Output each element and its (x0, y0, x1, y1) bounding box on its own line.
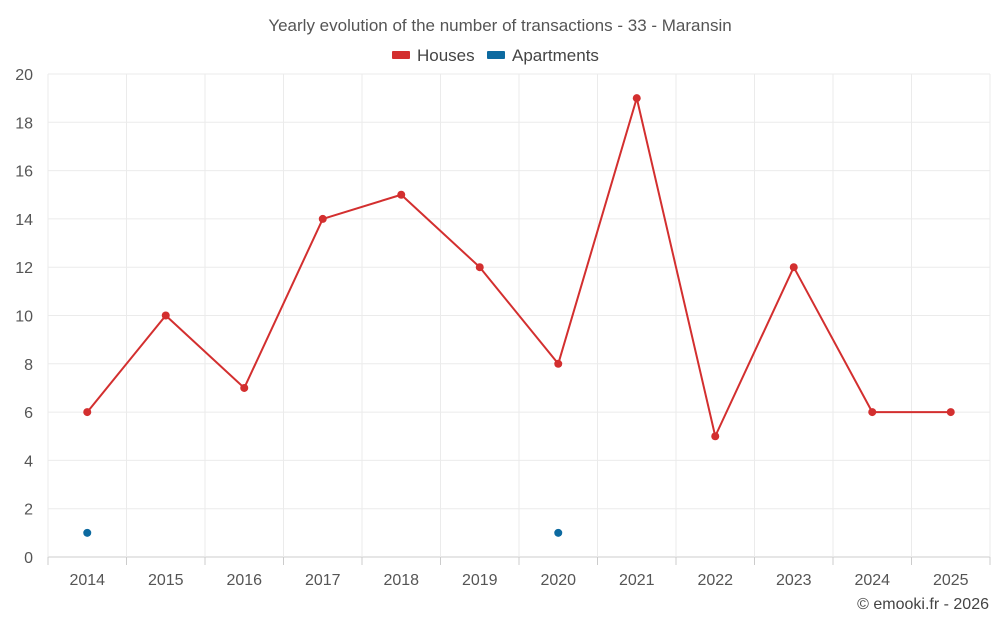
x-tick-label: 2017 (305, 572, 341, 589)
legend-label-houses[interactable]: Houses (417, 46, 475, 65)
x-tick-label: 2016 (226, 572, 262, 589)
y-tick-label: 4 (24, 453, 33, 470)
data-point-houses[interactable] (789, 263, 798, 272)
x-tick-label: 2015 (148, 572, 184, 589)
data-point-houses[interactable] (554, 359, 563, 368)
y-tick-label: 18 (15, 115, 33, 132)
y-tick-label: 16 (15, 164, 33, 181)
y-tick-label: 12 (15, 260, 33, 277)
y-tick-label: 8 (24, 357, 33, 374)
legend-swatch-houses[interactable] (392, 51, 410, 59)
y-tick-label: 20 (15, 67, 33, 84)
data-point-houses[interactable] (946, 408, 955, 417)
data-point-houses[interactable] (83, 408, 92, 417)
data-point-apartments[interactable] (83, 528, 92, 537)
y-tick-label: 6 (24, 405, 33, 422)
x-axis: 2014 2015 2016 2017 2018 2019 2020 2021 2022 2023… (47, 557, 991, 589)
legend-swatch-apartments[interactable] (487, 51, 505, 59)
data-point-houses[interactable] (868, 408, 877, 417)
y-tick-label: 14 (15, 212, 33, 229)
plot-area (83, 94, 955, 537)
x-tick-label: 2020 (540, 572, 576, 589)
data-point-houses[interactable] (161, 311, 170, 320)
x-tick-label: 2024 (854, 572, 890, 589)
x-tick-label: 2021 (619, 572, 655, 589)
chart-title: Yearly evolution of the number of transa… (268, 16, 731, 35)
data-point-houses[interactable] (711, 432, 720, 441)
data-point-houses[interactable] (397, 190, 406, 199)
x-tick-label: 2023 (776, 572, 812, 589)
x-tick-label: 2019 (462, 572, 498, 589)
data-point-houses[interactable] (240, 383, 249, 392)
series-line-houses (86, 97, 951, 438)
data-point-houses[interactable] (632, 94, 641, 103)
y-tick-label: 0 (24, 550, 33, 567)
y-axis: 0 2 4 6 8 10 12 14 16 18 20 (15, 67, 33, 567)
x-tick-label: 2025 (933, 572, 969, 589)
y-tick-label: 10 (15, 309, 33, 326)
x-tick-label: 2022 (697, 572, 733, 589)
x-tick-label: 2014 (69, 572, 105, 589)
x-tick-label: 2018 (383, 572, 419, 589)
credit: © emooki.fr - 2026 (857, 596, 989, 613)
data-point-houses[interactable] (318, 214, 327, 223)
legend-label-apartments[interactable]: Apartments (512, 46, 599, 65)
data-point-apartments[interactable] (554, 528, 563, 537)
y-tick-label: 2 (24, 502, 33, 519)
legend: Houses Apartments (392, 46, 599, 65)
data-point-houses[interactable] (475, 263, 484, 272)
